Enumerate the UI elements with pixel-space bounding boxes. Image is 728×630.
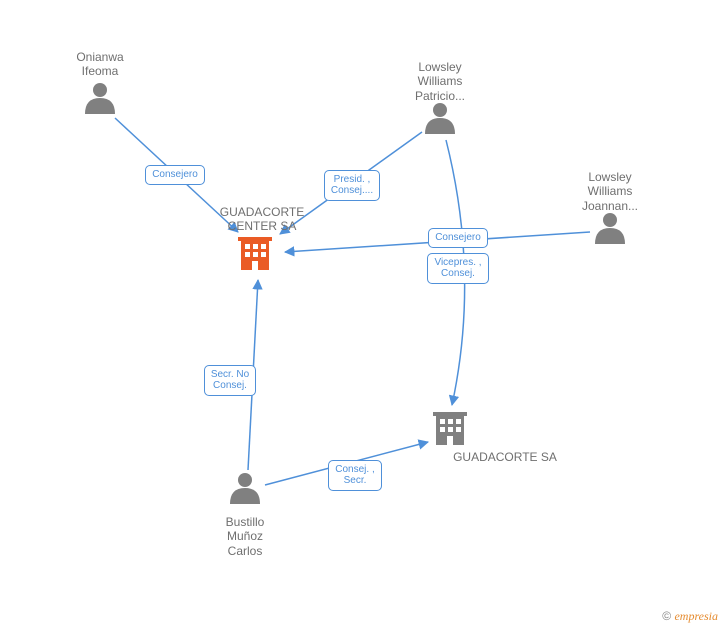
- edge-label-lowsley_patricio-guadacorte: Vicepres. , Consej.: [427, 253, 488, 284]
- node-label-lowsley_patricio[interactable]: Lowsley Williams Patricio...: [400, 60, 480, 103]
- person-icon[interactable]: [85, 83, 115, 114]
- building-icon[interactable]: [238, 237, 272, 270]
- node-label-lowsley_joannan[interactable]: Lowsley Williams Joannan...: [570, 170, 650, 213]
- person-icon[interactable]: [425, 103, 455, 134]
- edge-label-lowsley_joannan-guadacorte_center: Consejero: [428, 228, 488, 248]
- person-icon[interactable]: [595, 213, 625, 244]
- node-label-guadacorte_center[interactable]: GUADACORTE CENTER SA: [202, 205, 322, 234]
- edge-label-bustillo-guadacorte_center: Secr. No Consej.: [204, 365, 256, 396]
- edge-label-bustillo-guadacorte: Consej. , Secr.: [328, 460, 381, 491]
- copyright: © empresia: [662, 609, 718, 624]
- brand-name: empresia: [674, 609, 718, 623]
- diagram-canvas: [0, 0, 728, 630]
- edge-label-onianwa-guadacorte_center: Consejero: [145, 165, 205, 185]
- edge-label-lowsley_patricio-guadacorte_center: Presid. , Consej....: [324, 170, 380, 201]
- node-label-bustillo[interactable]: Bustillo Muñoz Carlos: [205, 515, 285, 558]
- node-label-guadacorte[interactable]: GUADACORTE SA: [435, 450, 575, 464]
- copyright-symbol: ©: [662, 609, 671, 623]
- node-label-onianwa[interactable]: Onianwa Ifeoma: [60, 50, 140, 79]
- building-icon[interactable]: [433, 412, 467, 445]
- person-icon[interactable]: [230, 473, 260, 504]
